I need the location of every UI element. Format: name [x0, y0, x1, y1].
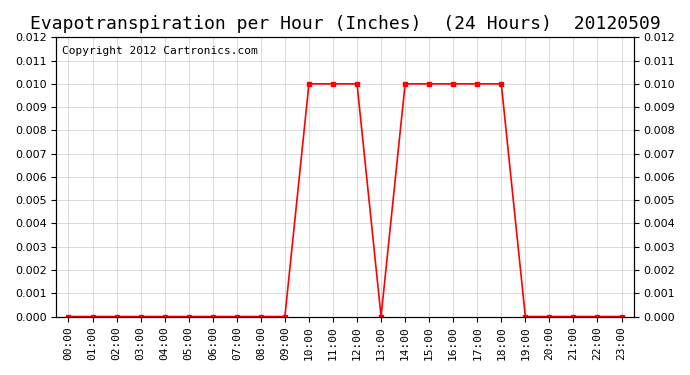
Title: Evapotranspiration per Hour (Inches)  (24 Hours)  20120509: Evapotranspiration per Hour (Inches) (24…: [30, 15, 660, 33]
Text: Copyright 2012 Cartronics.com: Copyright 2012 Cartronics.com: [62, 46, 258, 56]
